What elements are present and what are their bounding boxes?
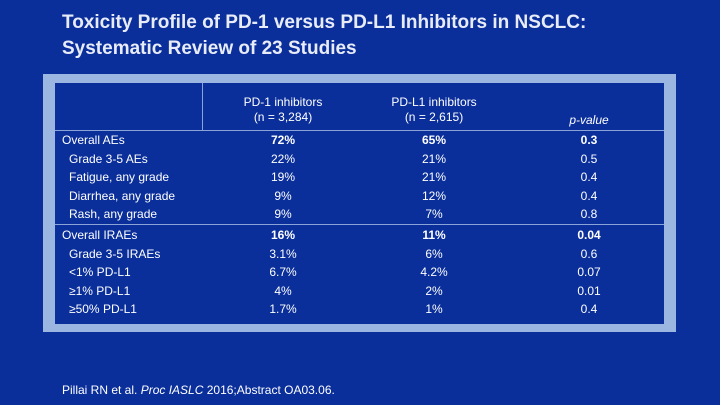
header-pdl1: PD-L1 inhibitors (n = 2,615): [374, 95, 494, 125]
header-pd1-name: PD-1 inhibitors: [243, 95, 323, 109]
cell-pdl1: 11%: [422, 228, 446, 242]
cell-pdl1: 2%: [425, 283, 443, 298]
row-label: Overall IRAEs: [62, 228, 138, 242]
cell-pdl1: 1%: [425, 302, 443, 316]
cell-pdl1: 12%: [421, 188, 447, 203]
cell-pvalue: 0.8: [580, 207, 598, 221]
cell-pd1: 22%: [270, 151, 296, 166]
cell-pvalue: 0.6: [580, 246, 598, 261]
header-pd1: PD-1 inhibitors (n = 3,284): [223, 95, 343, 125]
table-row: Fatigue, any grade 19% 21% 0.4: [55, 168, 664, 187]
cell-pvalue: 0.3: [580, 133, 598, 147]
cell-pd1: 3.1%: [269, 246, 297, 261]
header-pdl1-n: (n = 2,615): [404, 110, 464, 124]
row-label: Overall AEs: [62, 133, 125, 147]
table-row: Grade 3-5 IRAEs 3.1% 6% 0.6: [55, 245, 664, 264]
cell-pvalue: 0.07: [577, 265, 601, 279]
table-row: Overall AEs 72% 65% 0.3: [55, 131, 664, 150]
cell-pd1: 6.7%: [269, 265, 297, 279]
title-line-1: Toxicity Profile of PD-1 versus PD-L1 In…: [62, 12, 587, 33]
cell-pvalue: 0.4: [580, 170, 598, 184]
table-header: PD-1 inhibitors (n = 3,284) PD-L1 inhibi…: [55, 83, 664, 131]
row-label: ≥50% PD-L1: [69, 302, 137, 316]
header-pvalue: p-value: [569, 113, 609, 127]
cell-pd1: 72%: [270, 133, 296, 147]
citation-journal: Proc IASLC: [140, 383, 204, 397]
table-row: ≥50% PD-L1 1.7% 1% 0.4: [55, 300, 664, 319]
citation-authors: Pillai RN et al.: [62, 383, 141, 397]
cell-pdl1: 65%: [421, 133, 447, 147]
header-pdl1-name: PD-L1 inhibitors: [391, 95, 477, 109]
row-label: Grade 3-5 IRAEs: [69, 246, 161, 261]
cell-pd1: 19%: [270, 170, 296, 184]
cell-pdl1: 21%: [421, 170, 447, 184]
row-label: <1% PD-L1: [69, 265, 131, 279]
table-row: ≥1% PD-L1 4% 2% 0.01: [55, 282, 664, 301]
cell-pd1: 4%: [274, 283, 292, 298]
table-row: Diarrhea, any grade 9% 12% 0.4: [55, 187, 664, 206]
cell-pdl1: 6%: [425, 246, 443, 261]
cell-pvalue: 0.4: [580, 302, 598, 316]
slide-title: Toxicity Profile of PD-1 versus PD-L1 In…: [62, 10, 702, 62]
group-adverse-events: Overall AEs 72% 65% 0.3 Grade 3-5 AEs 22…: [55, 131, 664, 225]
table-row: Rash, any grade 9% 7% 0.8: [55, 205, 664, 224]
table-row: Overall IRAEs 16% 11% 0.04: [55, 226, 664, 245]
header-blank-cell: [55, 83, 203, 130]
group-immune-related-aes: Overall IRAEs 16% 11% 0.04 Grade 3-5 IRA…: [55, 225, 664, 324]
cell-pd1: 16%: [270, 228, 296, 242]
table-row: <1% PD-L1 6.7% 4.2% 0.07: [55, 263, 664, 282]
row-label: Fatigue, any grade: [69, 170, 170, 184]
citation: Pillai RN et al. Proc IASLC 2016;Abstrac…: [62, 383, 335, 397]
row-label: Diarrhea, any grade: [69, 188, 176, 203]
cell-pdl1: 7%: [425, 207, 443, 221]
cell-pd1: 9%: [274, 207, 292, 221]
row-label: Grade 3-5 AEs: [69, 151, 148, 166]
cell-pdl1: 21%: [421, 151, 447, 166]
cell-pd1: 1.7%: [269, 302, 297, 316]
citation-details: 2016;Abstract OA03.06.: [203, 383, 335, 397]
cell-pd1: 9%: [274, 188, 292, 203]
table-row: Grade 3-5 AEs 22% 21% 0.5: [55, 150, 664, 169]
toxicity-table: PD-1 inhibitors (n = 3,284) PD-L1 inhibi…: [55, 83, 664, 324]
header-pd1-n: (n = 3,284): [253, 110, 313, 124]
cell-pvalue: 0.4: [580, 188, 598, 203]
cell-pdl1: 4.2%: [420, 265, 448, 279]
cell-pvalue: 0.04: [577, 228, 601, 242]
row-label: Rash, any grade: [69, 207, 158, 221]
title-line-2: Systematic Review of 23 Studies: [62, 38, 357, 59]
row-label: ≥1% PD-L1: [69, 283, 131, 298]
cell-pvalue: 0.5: [580, 151, 598, 166]
cell-pvalue: 0.01: [577, 283, 601, 298]
